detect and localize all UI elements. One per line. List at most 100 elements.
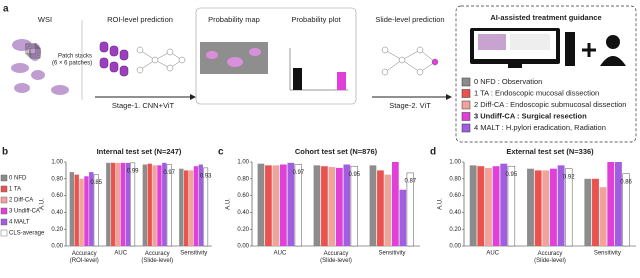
bar	[485, 167, 492, 246]
x-tick-label: AUC	[486, 251, 499, 257]
treatment-label: 1 TA : Endoscopic mucosal dissection	[474, 88, 599, 97]
y-axis-label: A.U.	[226, 198, 232, 210]
bar	[179, 168, 184, 246]
y-axis-label: A.U.	[40, 198, 46, 210]
bar	[287, 162, 295, 246]
y-tick-label: 1.00	[237, 160, 249, 166]
bar	[142, 164, 148, 246]
bar	[130, 162, 136, 247]
y-tick-label: 0.20	[237, 227, 249, 233]
bar	[106, 162, 111, 246]
panel-label: d	[430, 147, 436, 158]
guidance-box	[455, 5, 637, 143]
treatment-label: 0 NFD : Observation	[474, 77, 542, 86]
value-label: 0.93	[200, 173, 212, 179]
panel-label: b	[2, 147, 8, 158]
bar	[369, 165, 377, 246]
treatment-swatch	[461, 112, 471, 121]
stage-label: Stage-2. ViT	[389, 101, 431, 110]
bar	[492, 166, 500, 246]
bar	[592, 178, 599, 246]
y-tick-label: 0.60	[237, 193, 249, 199]
guidance-title: AI-assisted treatment guidance	[490, 13, 601, 22]
bar	[384, 174, 392, 246]
treatment-swatch	[461, 100, 471, 110]
bar	[93, 174, 99, 247]
patch-stack	[25, 43, 41, 59]
value-label: 0.95	[348, 172, 360, 178]
bar	[477, 166, 485, 246]
x-tick-label: Accuracy (ROI-level)	[70, 251, 99, 264]
value-label: 0.95	[506, 172, 518, 178]
x-tick-label: Accuracy (Slide-level)	[141, 251, 173, 264]
x-tick-label: AUC	[114, 251, 127, 257]
bar	[69, 172, 75, 246]
patch-label: Patch stacks	[58, 54, 92, 60]
y-tick-label: 0.80	[51, 176, 63, 182]
computer-icon	[470, 28, 626, 68]
bar	[614, 162, 622, 246]
bar	[84, 176, 89, 246]
bar	[622, 173, 630, 247]
bar	[599, 187, 607, 246]
y-tick-label: 0.00	[449, 244, 461, 250]
chart-title: External test set (N=336)	[506, 147, 594, 156]
legend-swatch	[0, 218, 8, 226]
chart-title: Internal test set (N=247)	[97, 147, 182, 156]
cnn-icon	[99, 41, 129, 77]
bar	[392, 162, 399, 246]
bar	[294, 164, 302, 247]
bar	[115, 162, 121, 246]
legend-swatch	[0, 207, 8, 215]
x-tick-label: Accuracy (Slide-level)	[320, 251, 352, 264]
bar	[162, 162, 167, 246]
arrow-head	[190, 94, 196, 100]
bar	[166, 164, 172, 247]
bar	[336, 167, 343, 246]
legend-label: CLS-average	[9, 231, 45, 237]
legend-label: 4 MALT	[9, 220, 30, 226]
value-label: 0.92	[563, 174, 575, 180]
bar	[157, 165, 162, 246]
network-icon	[381, 46, 439, 76]
x-tick-label: Accuracy (Slide-level)	[534, 251, 566, 264]
step-title: Slide-level prediction	[375, 15, 444, 24]
bar	[542, 170, 550, 246]
bar	[198, 164, 203, 246]
bar	[607, 162, 615, 246]
charts: b Internal test set (N=247) A.U. 0.00 0.20 0.…	[0, 147, 636, 264]
bar	[377, 170, 384, 246]
x-tick-label: Sensitivity	[594, 251, 621, 257]
y-tick-label: 0.40	[237, 210, 249, 216]
treatment-swatch	[461, 89, 471, 98]
x-tick-label: AUC	[274, 251, 287, 257]
value-label: 0.86	[620, 179, 632, 185]
legend-swatch	[0, 196, 8, 204]
y-axis-label: A.U.	[438, 198, 444, 210]
bar	[74, 174, 79, 246]
treatment-label: 4 MALT : H.pylori eradication, Radiation	[474, 123, 606, 132]
y-tick-label: 0.00	[51, 244, 63, 250]
treatment-swatch	[461, 77, 471, 87]
bar	[184, 170, 189, 246]
bar	[272, 165, 280, 246]
y-tick-label: 0.20	[51, 227, 63, 233]
step-title: Probability plot	[291, 15, 341, 24]
legend-label: 2 Diff-CA	[9, 198, 33, 204]
bar	[188, 170, 194, 246]
stage-label: Stage-1. CNN+ViT	[112, 101, 175, 110]
bar	[328, 167, 336, 246]
legend-label: 0 NFD	[9, 176, 27, 182]
legend-swatch	[0, 185, 8, 193]
panel-label: c	[218, 147, 224, 158]
bar	[534, 170, 542, 246]
wsi-tissue	[11, 39, 69, 95]
value-label: 0.85	[90, 180, 102, 186]
bar	[203, 167, 209, 247]
prob-map-tissue	[206, 48, 261, 67]
patch-label: (6 × 6 patches)	[52, 61, 92, 67]
bar	[280, 164, 287, 246]
bar	[565, 168, 573, 247]
bar	[257, 163, 265, 246]
